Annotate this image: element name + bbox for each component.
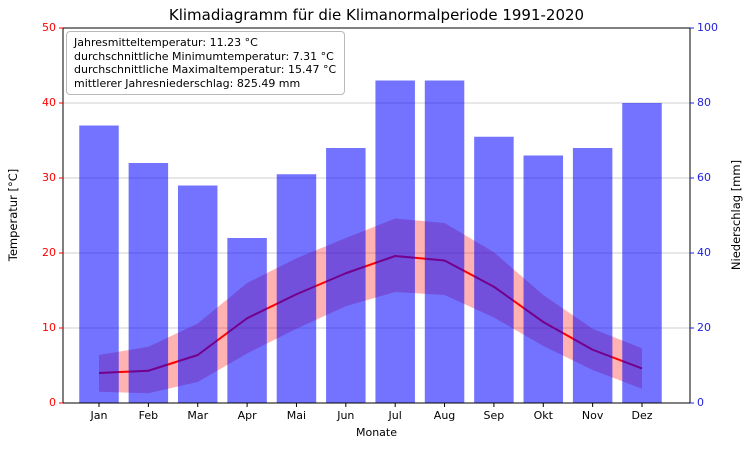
right-tick-label: 40 xyxy=(697,246,711,259)
right-tick-label: 0 xyxy=(697,396,704,409)
precipitation-bar xyxy=(227,238,267,403)
month-tick-label: Jan xyxy=(90,409,108,422)
climate-stats-info-box: Jahresmitteltemperatur: 11.23 °C durchsc… xyxy=(66,31,346,95)
month-tick-label: Okt xyxy=(534,409,554,422)
precipitation-bar xyxy=(523,155,564,403)
left-tick-label: 50 xyxy=(42,21,56,34)
month-tick-label: Apr xyxy=(238,409,258,422)
left-tick-label: 0 xyxy=(49,396,56,409)
month-tick-label: Aug xyxy=(434,409,455,422)
plot-border xyxy=(62,27,691,404)
average-minimum-temperature: durchschnittliche Minimumtemperatur: 7.3… xyxy=(74,49,334,63)
mean-annual-precipitation: mittlerer Jahresniederschlag: 825.49 mm xyxy=(74,76,301,90)
x-axis-title-months: Monate xyxy=(355,426,397,439)
month-tick-label: Jul xyxy=(388,409,402,422)
precipitation-bar xyxy=(79,125,119,403)
precipitation-bar xyxy=(375,80,415,403)
left-tick-label: 10 xyxy=(42,321,56,334)
right-tick-label: 20 xyxy=(697,321,711,334)
month-tick-label: Dez xyxy=(631,409,652,422)
month-tick-label: Feb xyxy=(139,409,158,422)
precipitation-bar xyxy=(276,174,317,403)
precipitation-bar xyxy=(326,148,366,403)
precipitation-bar xyxy=(128,163,169,403)
left-tick-label: 30 xyxy=(42,171,56,184)
precipitation-bar xyxy=(474,136,514,403)
right-tick-label: 100 xyxy=(697,21,718,34)
month-tick-label: Mai xyxy=(287,409,306,422)
chart-title: Klimadiagramm für die Klimanormalperiode… xyxy=(168,6,585,24)
precipitation-bar xyxy=(177,185,218,403)
left-tick-label: 40 xyxy=(42,96,56,109)
average-maximum-temperature: durchschnittliche Maximaltemperatur: 15.… xyxy=(74,63,337,76)
month-tick-label: Nov xyxy=(582,409,604,422)
precipitation-bar xyxy=(424,80,465,403)
right-tick-label: 60 xyxy=(697,171,711,184)
right-tick-label: 80 xyxy=(697,96,711,109)
precipitation-bar xyxy=(572,148,613,403)
annual-mean-temperature: Jahresmitteltemperatur: 11.23 °C xyxy=(74,36,258,49)
left-tick-label: 20 xyxy=(42,246,56,259)
month-tick-label: Jun xyxy=(336,409,354,422)
precipitation-bar xyxy=(622,103,662,403)
month-tick-label: Sep xyxy=(484,409,505,422)
month-tick-label: Mar xyxy=(187,409,208,422)
